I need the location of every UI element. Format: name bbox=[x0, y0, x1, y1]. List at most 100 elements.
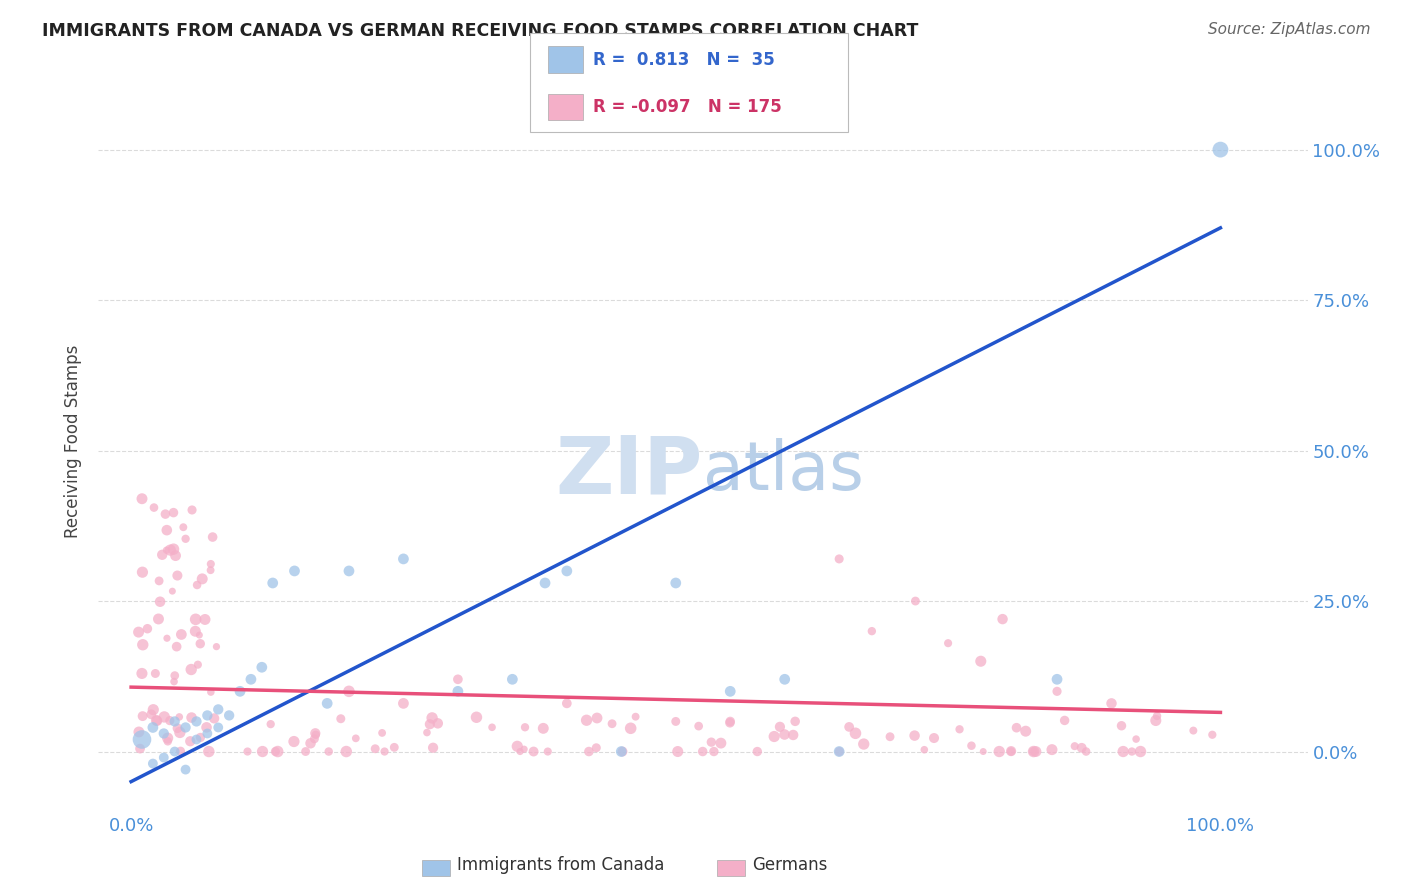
Point bbox=[186, 578, 208, 592]
Point bbox=[316, 697, 339, 711]
Point bbox=[264, 745, 287, 759]
Point bbox=[129, 741, 152, 756]
Point bbox=[578, 745, 600, 759]
Point bbox=[419, 717, 441, 731]
Point bbox=[181, 503, 204, 517]
Point bbox=[344, 731, 367, 746]
Point bbox=[250, 660, 273, 674]
Point bbox=[782, 728, 804, 742]
Text: atlas: atlas bbox=[703, 438, 863, 504]
Point bbox=[166, 568, 188, 582]
Point bbox=[773, 727, 796, 741]
Point bbox=[610, 745, 633, 759]
Point bbox=[156, 632, 179, 646]
Point bbox=[585, 740, 607, 755]
Point bbox=[879, 730, 901, 744]
Point bbox=[186, 732, 208, 747]
Point bbox=[128, 725, 150, 739]
Point bbox=[146, 714, 169, 728]
Point bbox=[252, 745, 274, 759]
Point bbox=[1025, 745, 1047, 759]
Point bbox=[169, 710, 191, 724]
Point bbox=[948, 723, 970, 737]
Point bbox=[132, 638, 155, 652]
Point bbox=[184, 624, 207, 639]
Text: ZIP: ZIP bbox=[555, 432, 703, 510]
Point bbox=[162, 584, 184, 599]
Point bbox=[174, 532, 197, 546]
Point bbox=[162, 506, 184, 520]
Point bbox=[180, 710, 202, 724]
Point bbox=[205, 640, 228, 654]
Point bbox=[1129, 745, 1152, 759]
Point bbox=[142, 703, 165, 717]
Point bbox=[1209, 143, 1232, 157]
Point bbox=[318, 745, 340, 759]
Point bbox=[163, 674, 186, 689]
Point bbox=[718, 684, 741, 698]
Point bbox=[523, 745, 546, 759]
Point bbox=[1112, 745, 1135, 759]
Point bbox=[155, 543, 177, 558]
Point bbox=[1074, 745, 1097, 759]
Point bbox=[200, 563, 222, 577]
Point bbox=[710, 736, 733, 750]
Point bbox=[153, 710, 176, 724]
Point bbox=[131, 732, 153, 747]
Point bbox=[187, 657, 209, 672]
Text: Germans: Germans bbox=[752, 856, 828, 874]
Point bbox=[262, 576, 284, 591]
Point bbox=[1125, 732, 1147, 747]
Point bbox=[426, 716, 449, 731]
Y-axis label: Receiving Food Stamps: Receiving Food Stamps bbox=[65, 345, 83, 538]
Point bbox=[763, 730, 786, 744]
Point bbox=[180, 663, 202, 677]
Point bbox=[481, 720, 503, 734]
Point bbox=[382, 740, 405, 755]
Point bbox=[1121, 745, 1143, 759]
Point bbox=[769, 720, 792, 734]
Point bbox=[513, 742, 536, 756]
Text: Source: ZipAtlas.com: Source: ZipAtlas.com bbox=[1208, 22, 1371, 37]
Point bbox=[844, 726, 866, 740]
Point bbox=[988, 745, 1011, 759]
Point bbox=[960, 739, 983, 753]
Point bbox=[335, 745, 357, 759]
Point bbox=[201, 530, 224, 544]
Point bbox=[1015, 724, 1038, 739]
Point bbox=[555, 697, 578, 711]
Point bbox=[267, 745, 290, 759]
Point bbox=[131, 565, 153, 579]
Point bbox=[200, 557, 222, 571]
Point bbox=[534, 576, 557, 591]
Point bbox=[329, 712, 352, 726]
Point bbox=[1046, 673, 1069, 687]
Point bbox=[513, 720, 536, 734]
Point bbox=[194, 612, 217, 626]
Point bbox=[1111, 719, 1133, 733]
Text: R = -0.097   N = 175: R = -0.097 N = 175 bbox=[593, 98, 782, 116]
Point bbox=[172, 520, 194, 534]
Point bbox=[202, 711, 225, 725]
Point bbox=[1063, 739, 1085, 754]
Point bbox=[531, 722, 554, 736]
Point bbox=[374, 745, 396, 759]
Point bbox=[1000, 745, 1022, 759]
Point bbox=[903, 729, 925, 743]
Point bbox=[912, 742, 935, 756]
Point bbox=[392, 552, 415, 566]
Point bbox=[509, 745, 531, 759]
Point bbox=[156, 734, 179, 748]
Point bbox=[188, 628, 211, 642]
Point bbox=[163, 714, 186, 729]
Point bbox=[143, 500, 166, 515]
Point bbox=[860, 624, 883, 639]
Point bbox=[141, 707, 163, 722]
Point bbox=[624, 709, 647, 723]
Point bbox=[665, 714, 688, 729]
Point bbox=[1046, 684, 1069, 698]
Point bbox=[136, 622, 159, 636]
Point bbox=[392, 697, 415, 711]
Point bbox=[145, 714, 167, 728]
Point bbox=[163, 745, 186, 759]
